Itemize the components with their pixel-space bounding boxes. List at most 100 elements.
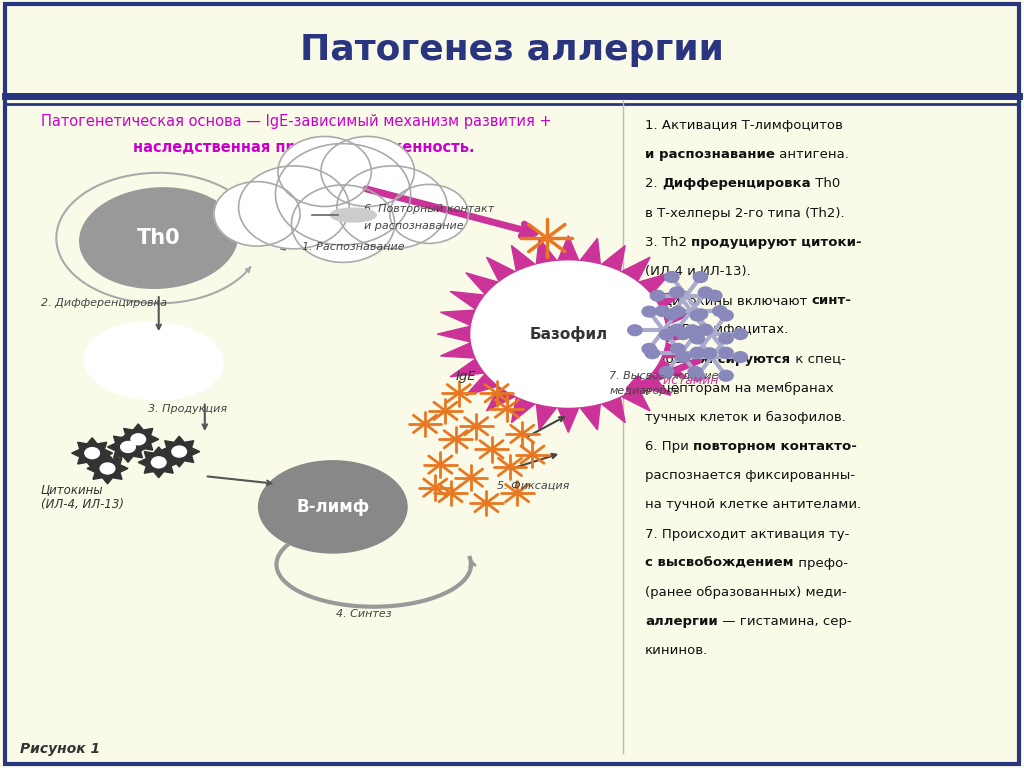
Text: Гистамин: Гистамин (656, 374, 720, 386)
Text: префо-: префо- (794, 557, 848, 570)
Text: Th0: Th0 (137, 228, 180, 248)
Circle shape (671, 343, 685, 354)
Circle shape (670, 324, 684, 335)
Ellipse shape (80, 188, 238, 288)
Circle shape (172, 446, 186, 457)
Circle shape (690, 310, 705, 321)
Text: — гистамина, сер-: — гистамина, сер- (718, 615, 852, 628)
Circle shape (733, 352, 748, 362)
Text: Th0: Th0 (811, 177, 840, 190)
Circle shape (665, 309, 679, 319)
Circle shape (676, 329, 690, 339)
Circle shape (337, 166, 447, 249)
Circle shape (690, 347, 705, 358)
Circle shape (100, 463, 115, 474)
Circle shape (688, 366, 702, 377)
Circle shape (655, 306, 670, 316)
Circle shape (688, 329, 702, 340)
Circle shape (676, 352, 690, 362)
Circle shape (471, 261, 666, 407)
Text: и распознавание: и распознавание (645, 148, 775, 161)
Text: Цитокины: Цитокины (41, 483, 103, 495)
Polygon shape (159, 436, 200, 467)
Text: Дифференцировка: Дифференцировка (662, 177, 811, 190)
Circle shape (642, 306, 656, 317)
Text: В-лимф: В-лимф (296, 498, 370, 516)
Text: 4. Синтез: 4. Синтез (336, 609, 391, 620)
Text: 5. IgE: 5. IgE (645, 353, 687, 366)
Circle shape (713, 306, 727, 316)
Circle shape (702, 348, 717, 359)
Text: 6. При: 6. При (645, 440, 693, 453)
Circle shape (719, 310, 733, 321)
Circle shape (85, 448, 99, 458)
Circle shape (214, 181, 300, 246)
Text: повторном контакто-: повторном контакто- (693, 440, 857, 453)
Polygon shape (87, 453, 128, 484)
Text: Патогенез аллергии: Патогенез аллергии (300, 33, 724, 67)
Circle shape (733, 329, 748, 339)
Text: 3. Th2: 3. Th2 (645, 236, 691, 249)
Text: 3. Продукция: 3. Продукция (148, 403, 227, 414)
Circle shape (650, 290, 665, 301)
Polygon shape (118, 424, 159, 455)
Text: IgE в В-лимфоцитах.: IgE в В-лимфоцитах. (645, 323, 788, 336)
Text: наследственная предрасположенность.: наследственная предрасположенность. (133, 140, 475, 155)
Polygon shape (138, 447, 179, 478)
Text: в Т-хелперы 2-го типа (Th2).: в Т-хелперы 2-го типа (Th2). (645, 207, 845, 220)
Text: 6. Повторный контакт: 6. Повторный контакт (364, 204, 494, 214)
Circle shape (642, 343, 656, 354)
Circle shape (665, 272, 679, 283)
Text: медиаторов: медиаторов (609, 386, 680, 396)
Text: и распознавание: и распознавание (364, 221, 463, 231)
Circle shape (131, 434, 145, 445)
Text: кининов.: кининов. (645, 644, 709, 657)
Circle shape (719, 370, 733, 381)
Circle shape (693, 309, 708, 319)
Circle shape (698, 287, 713, 298)
Circle shape (278, 137, 372, 207)
Circle shape (628, 325, 642, 336)
Circle shape (670, 287, 684, 298)
Circle shape (659, 366, 674, 377)
Text: антигена.: антигена. (775, 148, 849, 161)
Circle shape (690, 370, 705, 381)
Text: 7. Происходит активация ту-: 7. Происходит активация ту- (645, 528, 850, 541)
Circle shape (152, 457, 166, 468)
Text: на тучной клетке антителами.: на тучной клетке антителами. (645, 498, 861, 511)
Text: 1. Распознавание: 1. Распознавание (302, 242, 404, 252)
Circle shape (690, 333, 705, 344)
Ellipse shape (258, 461, 408, 553)
Circle shape (390, 184, 468, 243)
Text: Рисунок 1: Рисунок 1 (20, 742, 100, 756)
Text: Базофил: Базофил (529, 326, 607, 342)
Polygon shape (72, 438, 113, 468)
Circle shape (275, 144, 411, 245)
Circle shape (121, 442, 135, 452)
Polygon shape (437, 236, 699, 432)
Circle shape (719, 347, 733, 358)
Polygon shape (108, 432, 148, 462)
Text: (ИЛ-4, ИЛ-13): (ИЛ-4, ИЛ-13) (41, 498, 124, 511)
Text: к спец-: к спец- (791, 353, 846, 366)
Text: 2. Дифференцировка: 2. Дифференцировка (41, 298, 167, 309)
Circle shape (292, 185, 394, 263)
Circle shape (685, 325, 699, 336)
Text: 2.: 2. (645, 177, 662, 190)
Ellipse shape (85, 323, 222, 399)
Text: фиксируются: фиксируются (687, 353, 791, 366)
Text: аллергии: аллергии (645, 615, 718, 628)
FancyBboxPatch shape (5, 4, 1019, 764)
Text: 1. Активация Т-лимфоцитов: 1. Активация Т-лимфоцитов (645, 119, 843, 132)
Text: Патогенетическая основа — IgE-зависимый механизм развития +: Патогенетическая основа — IgE-зависимый … (41, 114, 552, 129)
Text: 7. Высвобождение: 7. Высвобождение (609, 370, 719, 380)
Circle shape (239, 166, 349, 249)
Text: продуцируют цитоки-: продуцируют цитоки- (691, 236, 862, 249)
Text: рецепторам на мембранах: рецепторам на мембранах (645, 382, 834, 395)
Text: с высвобождением: с высвобождением (645, 557, 794, 570)
Text: тучных клеток и базофилов.: тучных клеток и базофилов. (645, 411, 846, 424)
Circle shape (719, 333, 733, 344)
Text: 4. Цитокины включают: 4. Цитокины включают (645, 294, 812, 307)
Circle shape (693, 272, 708, 283)
Text: (ранее образованных) меди-: (ранее образованных) меди- (645, 586, 847, 599)
